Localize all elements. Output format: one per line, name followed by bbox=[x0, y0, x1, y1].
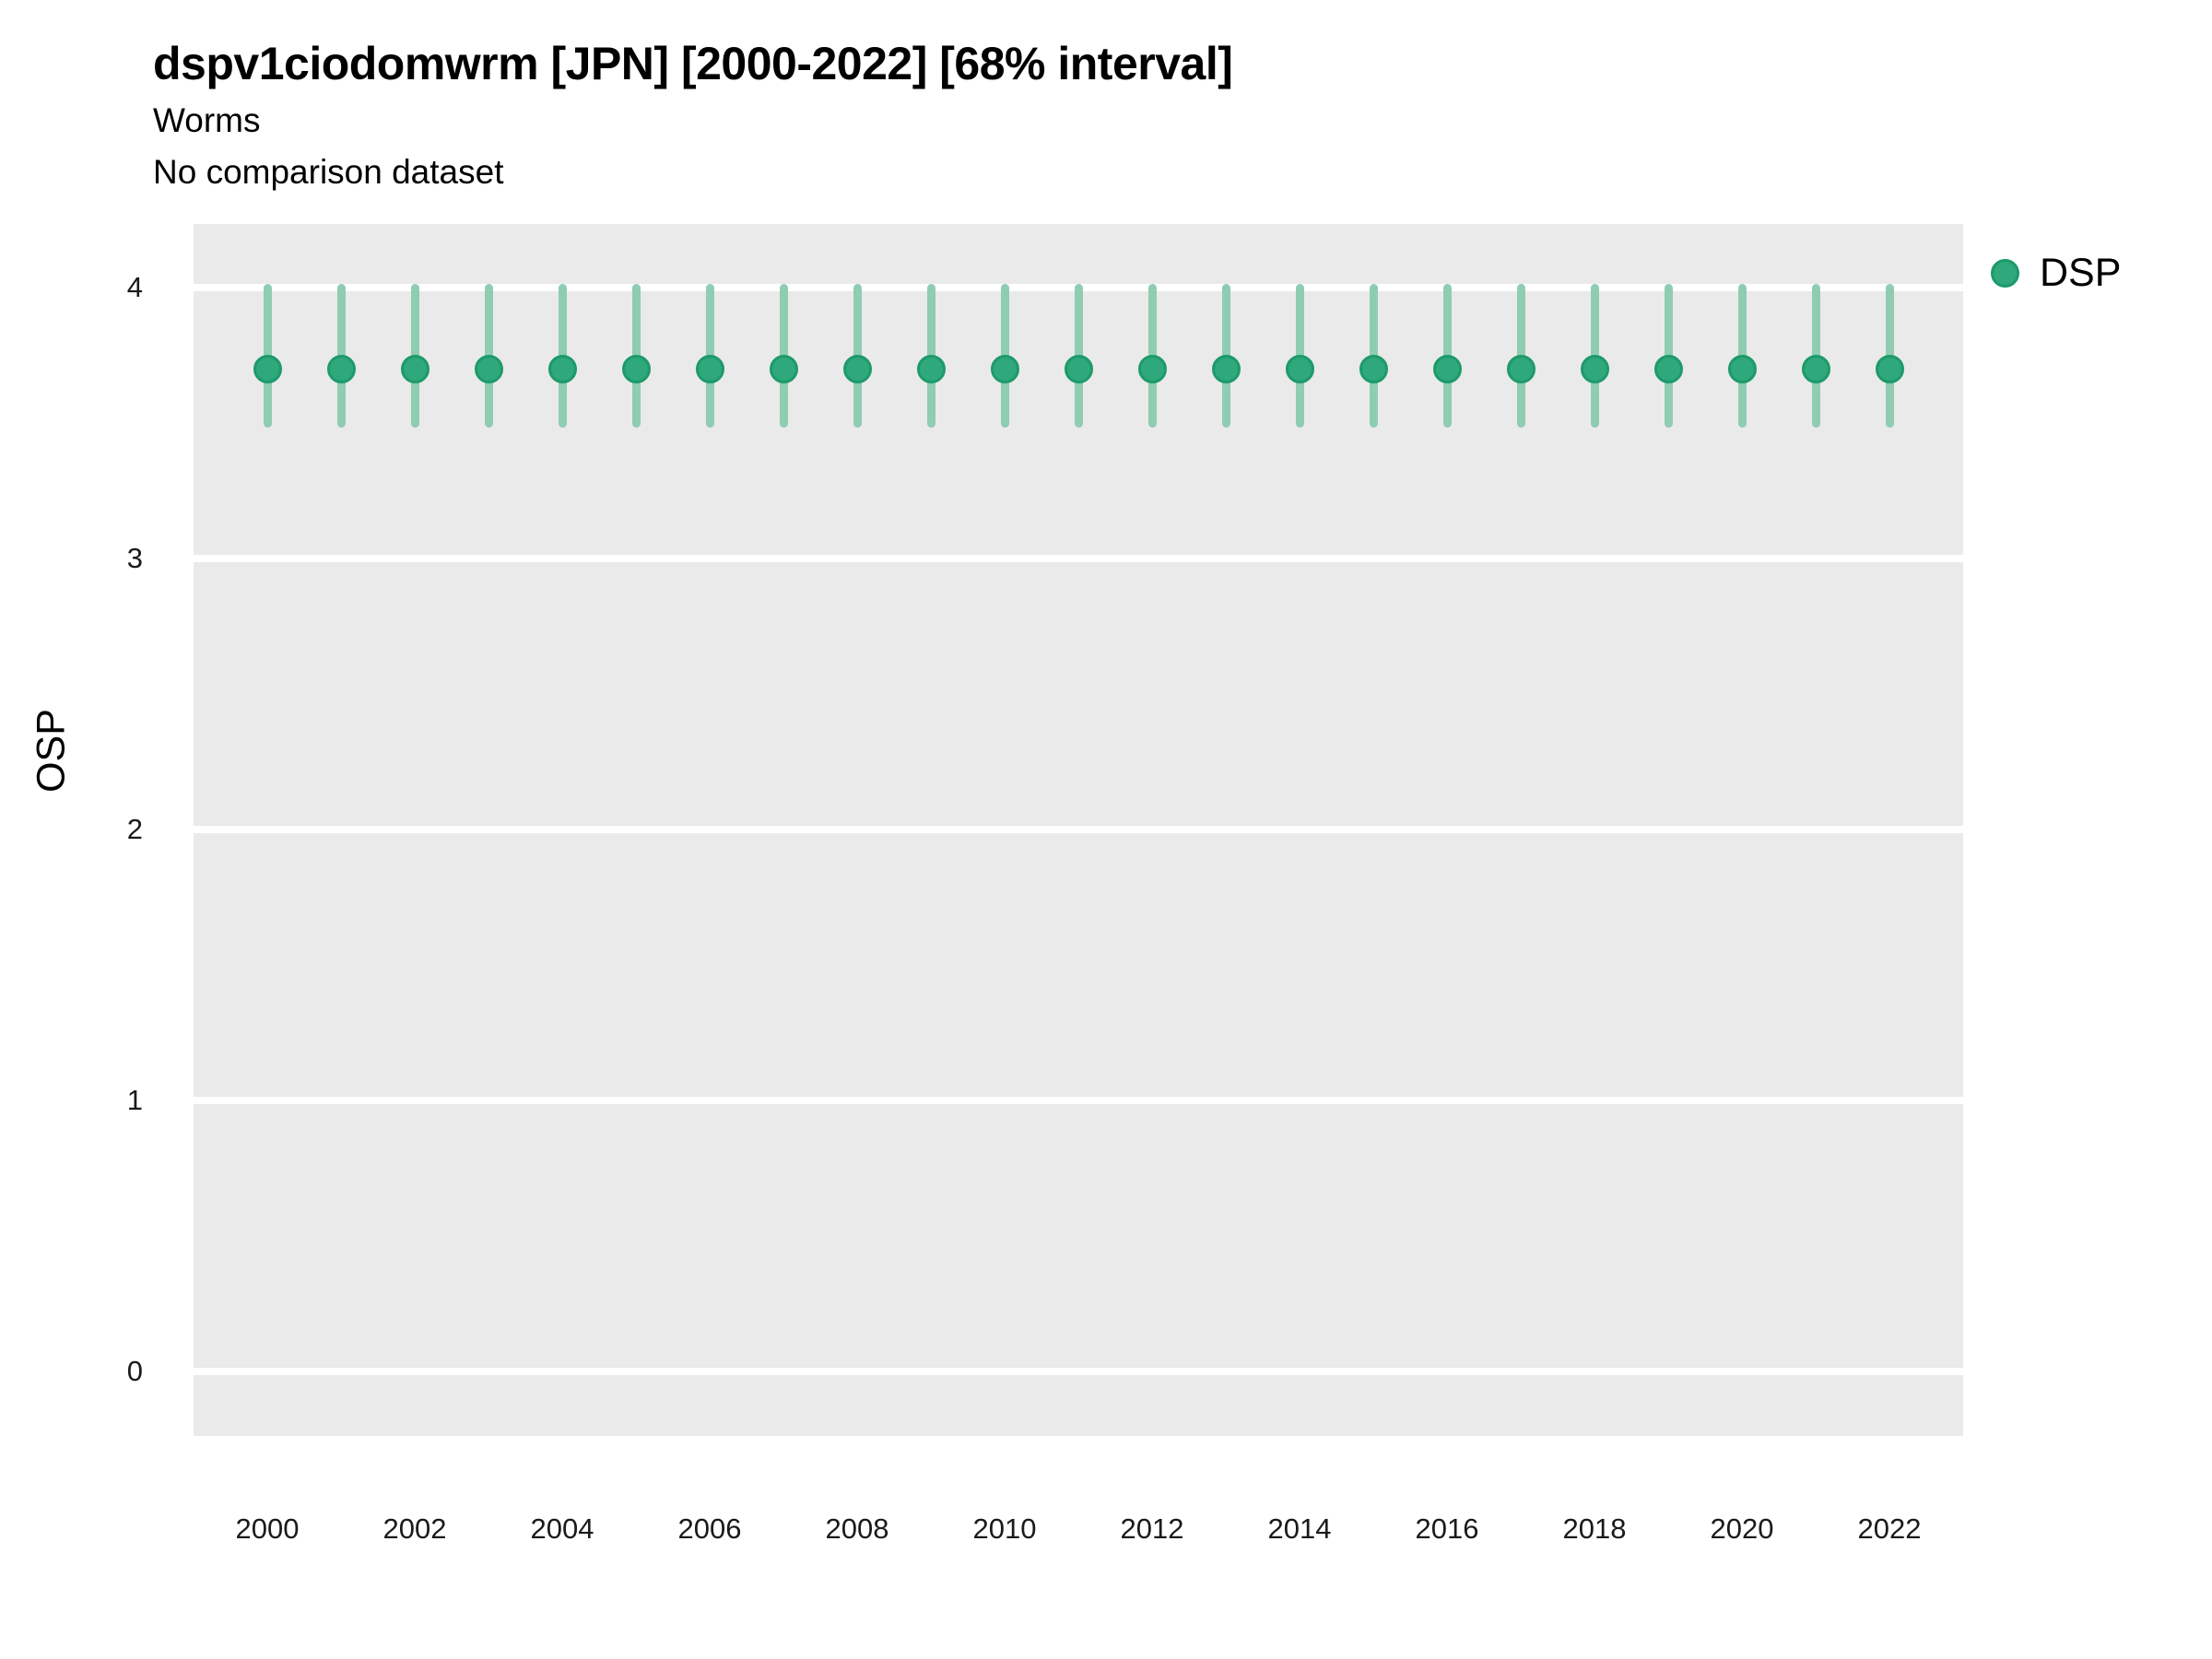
x-tick-label-2004: 2004 bbox=[530, 1512, 594, 1545]
data-point-2009 bbox=[916, 354, 946, 383]
chart-subtitle-comparison: No comparison dataset bbox=[153, 153, 504, 191]
x-tick-label-2010: 2010 bbox=[972, 1512, 1037, 1545]
data-point-2005 bbox=[621, 354, 651, 383]
data-point-2016 bbox=[1432, 354, 1462, 383]
data-point-2006 bbox=[695, 354, 724, 383]
x-tick-label-2012: 2012 bbox=[1120, 1512, 1184, 1545]
plot-panel bbox=[194, 224, 1963, 1436]
y-tick-label-3: 3 bbox=[126, 542, 143, 574]
data-point-2019 bbox=[1653, 354, 1683, 383]
data-point-2011 bbox=[1064, 354, 1093, 383]
data-point-2007 bbox=[769, 354, 798, 383]
x-tick-label-2006: 2006 bbox=[677, 1512, 742, 1545]
x-tick-label-2000: 2000 bbox=[235, 1512, 300, 1545]
gridline-y-3 bbox=[194, 555, 1963, 562]
x-tick-label-2014: 2014 bbox=[1267, 1512, 1332, 1545]
data-point-2001 bbox=[326, 354, 356, 383]
x-tick-label-2016: 2016 bbox=[1415, 1512, 1479, 1545]
data-point-2015 bbox=[1359, 354, 1388, 383]
data-point-2000 bbox=[253, 354, 282, 383]
x-tick-label-2008: 2008 bbox=[825, 1512, 889, 1545]
y-tick-label-2: 2 bbox=[126, 813, 143, 845]
data-point-2020 bbox=[1727, 354, 1757, 383]
x-tick-label-2020: 2020 bbox=[1710, 1512, 1774, 1545]
y-tick-label-0: 0 bbox=[126, 1355, 143, 1387]
data-point-2003 bbox=[474, 354, 503, 383]
legend-key-dot bbox=[1991, 259, 2019, 288]
data-point-2014 bbox=[1285, 354, 1314, 383]
y-tick-label-1: 1 bbox=[126, 1084, 143, 1116]
chart-subtitle-species: Worms bbox=[153, 101, 261, 139]
gridline-y-0 bbox=[194, 1368, 1963, 1375]
x-tick-label-2002: 2002 bbox=[382, 1512, 447, 1545]
data-point-2004 bbox=[547, 354, 577, 383]
data-point-2017 bbox=[1506, 354, 1535, 383]
y-tick-label-4: 4 bbox=[126, 271, 143, 303]
data-point-2013 bbox=[1211, 354, 1241, 383]
data-point-2012 bbox=[1137, 354, 1167, 383]
data-point-2002 bbox=[400, 354, 429, 383]
x-tick-label-2022: 2022 bbox=[1857, 1512, 1922, 1545]
data-point-2021 bbox=[1801, 354, 1830, 383]
gridline-y-1 bbox=[194, 1097, 1963, 1104]
data-point-2008 bbox=[842, 354, 872, 383]
data-point-2022 bbox=[1875, 354, 1904, 383]
chart-title: dspv1ciodomwrm [JPN] [2000-2022] [68% in… bbox=[153, 38, 1233, 89]
data-point-2018 bbox=[1580, 354, 1609, 383]
x-tick-label-2018: 2018 bbox=[1562, 1512, 1627, 1545]
gridline-y-2 bbox=[194, 826, 1963, 833]
legend-label: DSP bbox=[2040, 251, 2122, 295]
legend: DSP bbox=[1991, 251, 2121, 296]
data-point-2010 bbox=[990, 354, 1019, 383]
